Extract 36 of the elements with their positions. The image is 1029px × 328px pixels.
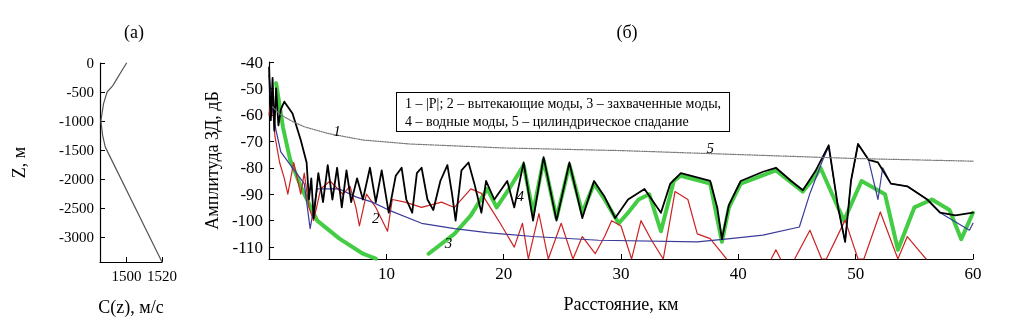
y-tick-label: -1000 [59, 113, 94, 130]
x-axis-title: Расстояние, км [563, 294, 679, 314]
y-tick-label: -40 [240, 52, 264, 72]
y-tick-label: 0 [86, 55, 94, 71]
annotation: 3 [443, 235, 453, 252]
y-tick-label: -110 [232, 237, 264, 257]
x-tick-label: 40 [729, 264, 747, 283]
y-tick-label: -100 [231, 211, 264, 231]
y-tick-label: -3000 [59, 229, 94, 246]
annotation: 4 [516, 188, 525, 205]
x-tick-label: 1520 [147, 267, 177, 284]
y-tick-label: -60 [240, 105, 264, 125]
x-tick-label: 20 [495, 264, 513, 283]
x-tick-label: 60 [964, 264, 982, 283]
x-tick-label: 50 [847, 264, 865, 283]
y-axis-title: Z, м [9, 146, 29, 179]
x-tick-label: 1500 [111, 267, 142, 284]
x-axis-title: C(z), м/с [98, 297, 164, 318]
y-axis-title: Амплитуда ЗД, дБ [202, 91, 222, 230]
chart-title: (а) [124, 22, 144, 43]
y-tick-label: -2000 [59, 171, 94, 188]
y-tick-label: -70 [240, 131, 264, 151]
y-tick-label: -1500 [59, 142, 94, 159]
x-tick-label: 30 [612, 264, 630, 283]
line-series [100, 62, 163, 263]
annotation: 5 [706, 139, 715, 156]
y-tick-label: -2500 [59, 200, 94, 217]
y-tick-label: -80 [240, 158, 264, 178]
chart-title: (б) [616, 22, 638, 43]
annotation: 1 [333, 122, 341, 139]
annotation: 2 [372, 210, 381, 227]
x-tick-label: 10 [377, 264, 395, 283]
annotation: 1 – |P|; 2 – вытекающие моды, 3 – захваченные моды, 4 – водные моды, 5 – цилиндрическое спадание [405, 95, 722, 129]
y-tick-label: -50 [240, 78, 264, 98]
y-tick-label: -90 [240, 184, 264, 204]
y-tick-label: -500 [66, 84, 94, 101]
